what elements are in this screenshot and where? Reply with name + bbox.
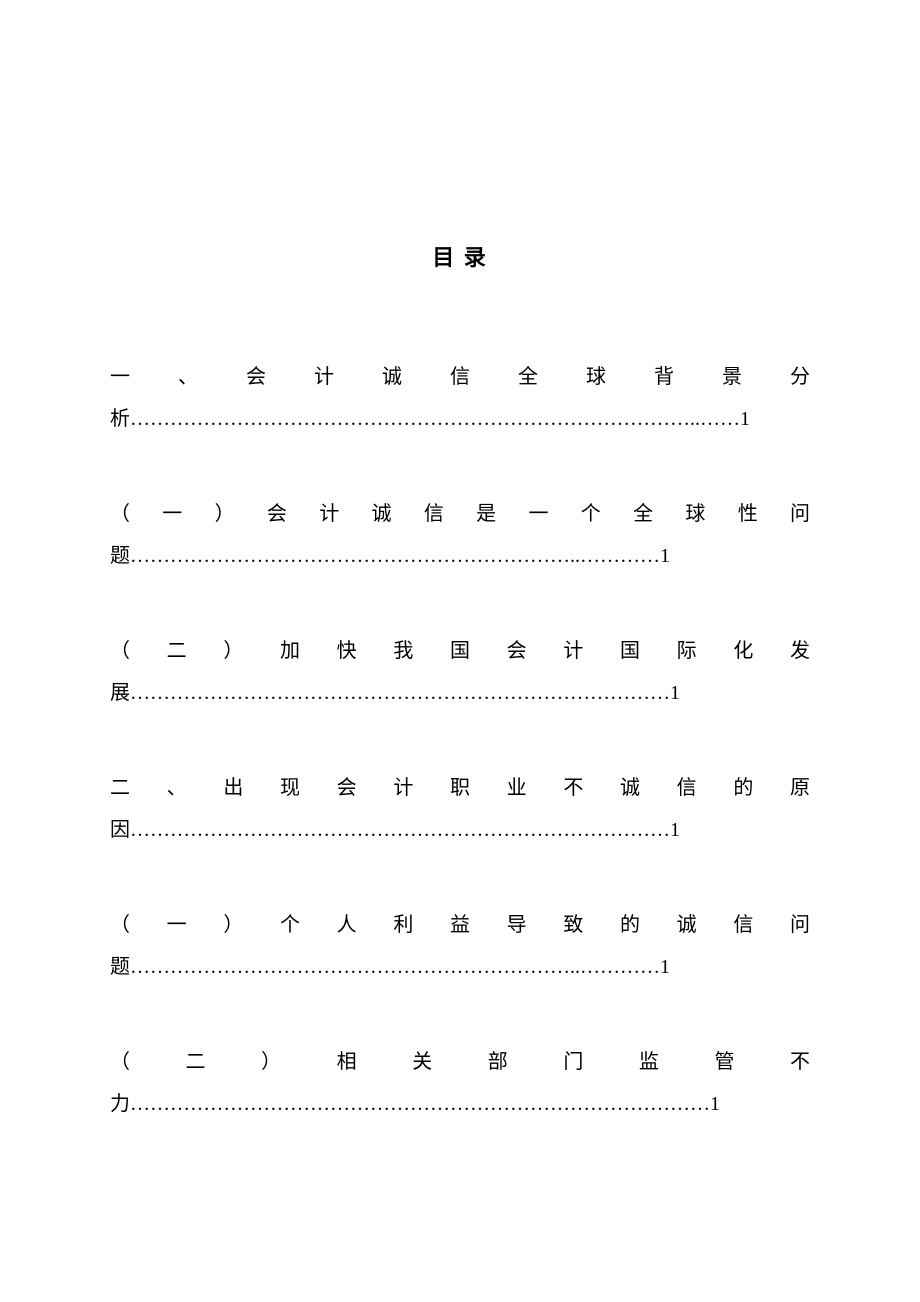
toc-entry: 一、会计诚信全球背景分 析………………………………………………………………………… bbox=[110, 362, 810, 434]
toc-entry-title: （一）个人利益导致的诚信问 bbox=[110, 910, 810, 940]
toc-entry-title: 二、出现会计职业不诚信的原 bbox=[110, 773, 810, 803]
toc-entry-dots: 题…………………………………………………………..…………1 bbox=[110, 541, 810, 571]
toc-entry: （二）相关部门监管不 力…………………………………………………………………………… bbox=[110, 1047, 810, 1119]
toc-entry-title: （二）加快我国会计国际化发 bbox=[110, 636, 810, 666]
toc-entry-title: （二）相关部门监管不 bbox=[110, 1047, 810, 1077]
toc-entry-title: （一）会计诚信是一个全球性问 bbox=[110, 499, 810, 529]
toc-entry-dots: 因………………………………………………………………………1 bbox=[110, 815, 810, 845]
toc-entry-dots: 展………………………………………………………………………1 bbox=[110, 678, 810, 708]
toc-title: 目 录 bbox=[110, 240, 810, 272]
toc-entry: 二、出现会计职业不诚信的原 因…………………………………………………………………… bbox=[110, 773, 810, 845]
toc-entry-dots: 力……………………………………………………………………………1 bbox=[110, 1089, 810, 1119]
toc-entry-dots: 析…………………………………………………………………………..……1 bbox=[110, 404, 810, 434]
toc-entry: （二）加快我国会计国际化发 展…………………………………………………………………… bbox=[110, 636, 810, 708]
toc-entry: （一）会计诚信是一个全球性问 题…………………………………………………………..… bbox=[110, 499, 810, 571]
toc-entry-dots: 题…………………………………………………………..…………1 bbox=[110, 952, 810, 982]
toc-entry-title: 一、会计诚信全球背景分 bbox=[110, 362, 810, 392]
toc-entry: （一）个人利益导致的诚信问 题…………………………………………………………..…… bbox=[110, 910, 810, 982]
